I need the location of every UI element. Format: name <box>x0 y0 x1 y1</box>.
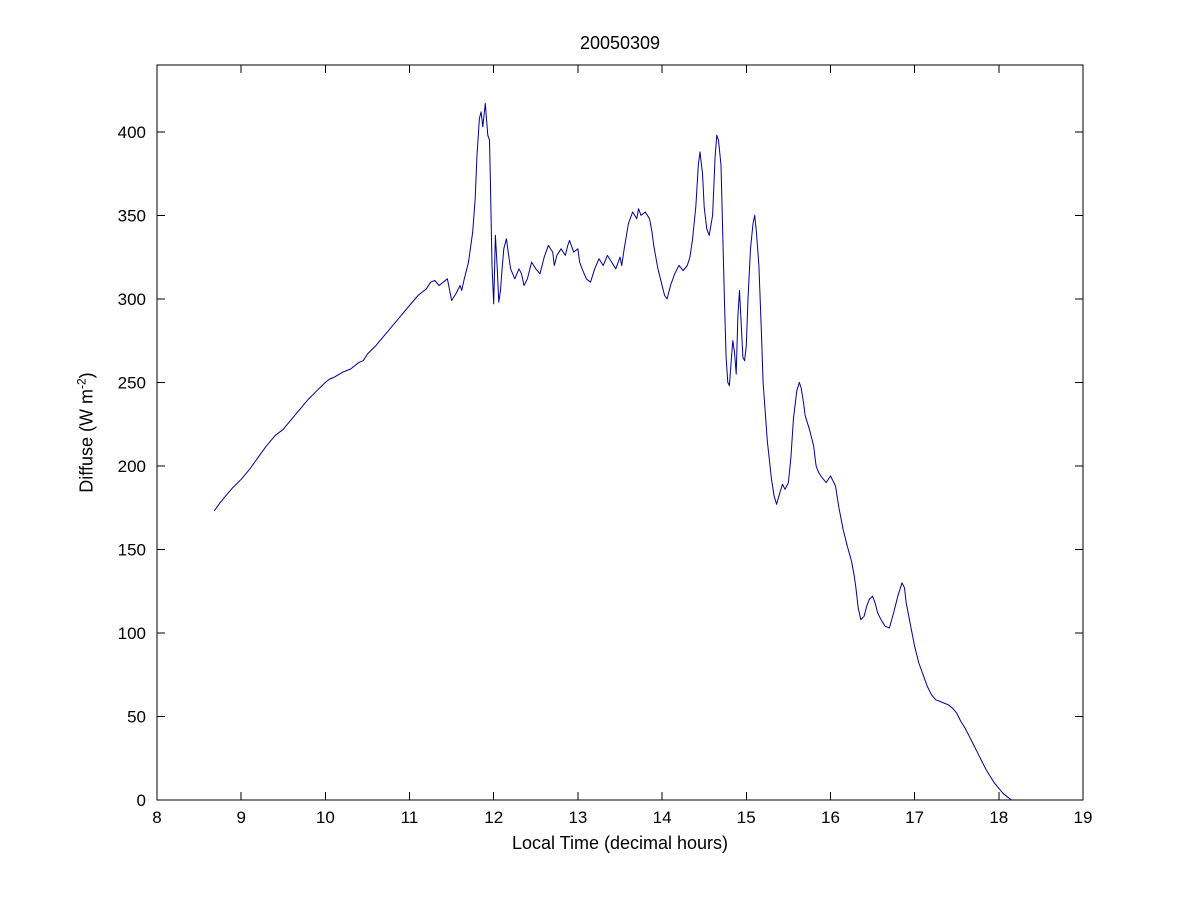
y-axis-label: Diffuse (W m-2) <box>75 233 98 633</box>
y-tick-label: 400 <box>118 123 146 142</box>
y-tick-label: 50 <box>127 707 146 726</box>
x-tick-label: 10 <box>316 808 335 827</box>
x-tick-label: 14 <box>653 808 672 827</box>
y-tick-label: 0 <box>137 791 146 810</box>
y-tick-label: 250 <box>118 373 146 392</box>
y-tick-label: 150 <box>118 540 146 559</box>
x-tick-label: 19 <box>1074 808 1093 827</box>
x-axis-label: Local Time (decimal hours) <box>511 833 729 853</box>
y-axis-label-suffix: ) <box>76 372 97 379</box>
x-tick-label: 12 <box>484 808 503 827</box>
chart-title: 20050309 <box>579 33 661 53</box>
y-axis-label-text: Diffuse (W m <box>76 389 97 493</box>
x-tick-label: 8 <box>152 808 161 827</box>
x-tick-label: 16 <box>821 808 840 827</box>
x-tick-label: 9 <box>236 808 245 827</box>
y-tick-label: 300 <box>118 290 146 309</box>
y-tick-label: 200 <box>118 457 146 476</box>
x-tick-label: 11 <box>401 808 419 827</box>
y-tick-label: 350 <box>118 206 146 225</box>
x-tick-label: 18 <box>989 808 1008 827</box>
x-tick-label: 15 <box>737 808 756 827</box>
y-tick-label: 100 <box>118 624 146 643</box>
x-tick-label: 13 <box>568 808 587 827</box>
y-axis-label-superscript: -2 <box>74 378 89 389</box>
data-series-line <box>213 102 1012 801</box>
x-tick-label: 17 <box>905 808 924 827</box>
